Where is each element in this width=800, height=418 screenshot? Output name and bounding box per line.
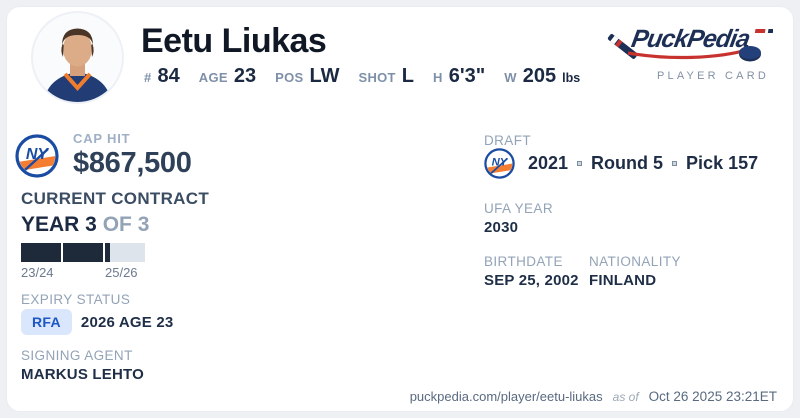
footer: puckpedia.com/player/eetu-liukas as of O… <box>410 389 777 404</box>
footer-url: puckpedia.com/player/eetu-liukas <box>409 389 603 404</box>
contract-progress-bar <box>21 243 145 262</box>
stat-label: H <box>433 70 443 85</box>
brand-tagline: PLAYER CARD <box>656 70 769 82</box>
stat-label: # <box>144 70 152 85</box>
brand-block: PuckPedia PLAYER CARD <box>598 15 774 82</box>
stat-value: L <box>401 65 414 87</box>
stat-h: H 6'3" <box>433 65 485 88</box>
contract-year-total: OF 3 <box>102 213 150 236</box>
puckpedia-logo-icon: PuckPedia <box>607 25 774 62</box>
square-separator-icon <box>577 161 583 166</box>
stat-label: SHOT <box>358 70 396 85</box>
svg-text:PuckPedia: PuckPedia <box>629 25 752 53</box>
footer-as-of-label: as of <box>612 390 639 404</box>
draft-round: Round 5 <box>591 153 664 173</box>
signing-agent-value: MARKUS LEHTO <box>21 366 144 383</box>
draft-label: DRAFT <box>484 133 531 148</box>
expiry-status-badge: RFA <box>21 309 72 335</box>
birthdate-value: SEP 25, 2002 <box>484 272 579 289</box>
stat-suffix: lbs <box>562 71 581 85</box>
draft-year: 2021 <box>528 153 569 173</box>
stat-pos: POS LW <box>275 65 339 88</box>
stat-label: AGE <box>198 70 228 85</box>
contract-year-current: YEAR 3 <box>21 213 97 236</box>
signing-agent-label: SIGNING AGENT <box>21 348 133 363</box>
contract-bar-segment <box>105 243 145 262</box>
birthdate-label: BIRTHDATE <box>484 254 563 269</box>
stat-label: W <box>504 70 517 85</box>
stat-age: AGE 23 <box>199 65 256 88</box>
stat-w: W 205 lbs <box>504 65 580 88</box>
cap-hit-label: CAP HIT <box>73 131 131 146</box>
stat-label: POS <box>275 70 304 85</box>
contract-bar-labels: 23/24 25/26 <box>21 265 161 281</box>
contract-bar-segment <box>63 243 103 262</box>
draft-team-logo-icon <box>484 148 515 179</box>
ufa-year-value: 2030 <box>484 219 519 236</box>
player-name: Eetu Liukas <box>141 22 327 60</box>
stat-value: LW <box>309 65 340 87</box>
expiry-status-value: 2026 AGE 23 <box>80 313 174 331</box>
contract-bar-segment <box>21 243 61 262</box>
stat-shot: SHOT L <box>358 65 414 88</box>
player-stats-row: #84 AGE 23 POS LW SHOT L H 6'3" W 205 lbs <box>144 65 580 88</box>
nationality-value: FINLAND <box>589 272 657 289</box>
nationality-label: NATIONALITY <box>589 254 681 269</box>
team-logo-icon <box>15 134 59 178</box>
ufa-year-label: UFA YEAR <box>484 201 553 216</box>
footer-timestamp: Oct 26 2025 23:21ET <box>648 389 777 404</box>
player-photo-image <box>31 11 124 104</box>
draft-pick: Pick 157 <box>686 153 759 173</box>
stat-number: #84 <box>144 65 180 88</box>
expiry-status-label: EXPIRY STATUS <box>21 292 131 307</box>
cap-hit-value: $867,500 <box>73 147 192 179</box>
square-separator-icon <box>672 161 678 166</box>
player-photo <box>31 11 124 104</box>
player-card: Eetu Liukas #84 AGE 23 POS LW SHOT L H 6'3" W 205 l… <box>6 6 794 412</box>
cap-hit-section: CAP HIT $867,500 <box>15 131 192 180</box>
stat-value: 205 <box>522 65 557 87</box>
stat-value: 6'3" <box>448 65 486 87</box>
contract-start-season: 23/24 <box>21 265 54 280</box>
expiry-status-row: RFA 2026 AGE 23 <box>21 309 173 335</box>
contract-end-season: 25/26 <box>105 265 138 280</box>
draft-row: 2021 Round 5 Pick 157 <box>484 148 758 179</box>
stat-value: 23 <box>233 65 257 87</box>
stat-value: 84 <box>157 65 180 87</box>
contract-year: YEAR 3 OF 3 <box>21 213 149 237</box>
contract-title: CURRENT CONTRACT <box>21 189 210 208</box>
